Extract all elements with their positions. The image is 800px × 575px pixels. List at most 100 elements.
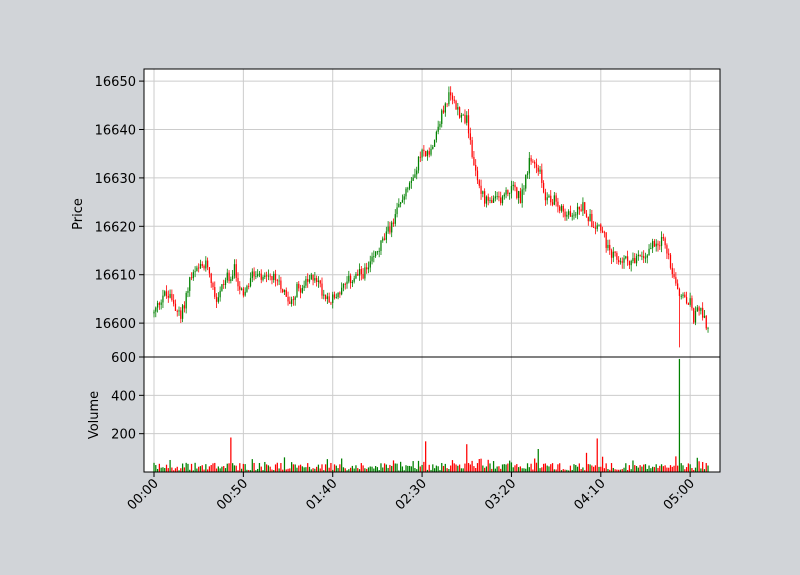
candle-body — [523, 188, 525, 190]
candle-body — [471, 140, 473, 157]
volume-bar — [523, 468, 525, 472]
candle-body — [165, 291, 168, 296]
volume-y-ticks: 200 400 600 — [111, 351, 144, 443]
volume-bar — [460, 468, 463, 472]
candle-body — [400, 202, 402, 204]
candle-body — [260, 273, 262, 280]
volume-bar — [553, 469, 555, 472]
candle-body — [578, 206, 580, 210]
volume-bar — [271, 469, 273, 472]
volume-bar — [484, 467, 486, 472]
volume-bar — [521, 468, 523, 472]
candle-body — [344, 283, 346, 285]
candle-body — [655, 243, 657, 247]
candle-body — [214, 287, 216, 297]
candle-body — [362, 274, 364, 279]
volume-bar — [625, 463, 627, 472]
candle-body — [398, 203, 400, 208]
price-y-tick-label: 16610 — [95, 269, 136, 284]
volume-bar — [505, 464, 507, 472]
candle-body — [478, 180, 480, 186]
candle-body — [221, 284, 223, 291]
candle-body — [632, 257, 634, 261]
candle-body — [682, 294, 684, 296]
volume-bar — [618, 469, 620, 472]
candle-body — [568, 211, 570, 215]
candle-body — [542, 182, 545, 193]
volume-bar — [190, 463, 193, 472]
candle-body — [525, 174, 527, 189]
candle-body — [689, 298, 691, 305]
volume-bar — [453, 463, 455, 472]
candle-body — [323, 294, 325, 296]
candle-body — [496, 196, 498, 197]
volume-bar — [458, 464, 461, 472]
candle-body — [480, 185, 482, 194]
volume-bar — [417, 460, 420, 472]
volume-bar — [548, 466, 550, 472]
candle-body — [669, 254, 672, 268]
candle-body — [596, 225, 598, 229]
volume-bar — [299, 464, 302, 472]
volume-bar — [278, 468, 280, 472]
volume-bar — [196, 468, 198, 472]
volume-bar — [189, 469, 191, 472]
volume-bar — [371, 466, 373, 472]
volume-bar — [669, 465, 672, 472]
candle-body — [534, 162, 536, 164]
candle-body — [612, 251, 614, 258]
volume-bar — [373, 468, 375, 472]
candle-body — [224, 280, 227, 285]
volume-bar — [541, 467, 543, 472]
volume-bar — [584, 470, 586, 472]
candle-body — [693, 308, 695, 323]
volume-bar — [192, 470, 194, 472]
volume-bar — [324, 464, 327, 472]
candle-body — [382, 238, 384, 241]
volume-bar — [630, 469, 632, 472]
candle-body — [609, 244, 611, 251]
volume-bar — [605, 463, 607, 472]
candle-body — [383, 238, 386, 240]
candle-body — [453, 99, 455, 101]
volume-bar — [469, 464, 471, 472]
volume-bar — [621, 469, 623, 472]
volume-bar — [378, 470, 380, 472]
volume-bar — [644, 464, 647, 472]
candle-body — [326, 296, 328, 300]
candle-body — [544, 192, 547, 201]
price-y-tick-label: 16630 — [95, 172, 136, 187]
candle-body — [653, 241, 656, 247]
volume-bar — [562, 469, 564, 472]
candle-body — [610, 250, 613, 258]
volume-bar — [500, 468, 502, 472]
volume-bar — [519, 466, 522, 472]
volume-bar — [639, 465, 641, 472]
volume-bar — [487, 459, 489, 472]
volume-bar — [321, 464, 323, 472]
candle-body — [394, 214, 396, 224]
candle-body — [303, 285, 305, 288]
volume-bar — [455, 464, 457, 472]
candle-body — [274, 273, 277, 281]
candle-body — [469, 133, 471, 141]
candle-body — [158, 302, 160, 305]
volume-bar — [480, 458, 482, 472]
volume-bar — [657, 467, 659, 472]
volume-bar — [289, 468, 291, 472]
volume-bar — [303, 467, 305, 472]
volume-bar — [364, 468, 366, 472]
volume-bar — [485, 466, 488, 472]
candle-body — [616, 253, 618, 260]
candle-body — [342, 283, 345, 288]
volume-bar — [623, 467, 625, 472]
volume-y-tick-label: 600 — [111, 351, 136, 366]
candle-body — [396, 207, 398, 215]
candle-body — [575, 214, 577, 216]
volume-bar — [296, 467, 298, 472]
candle-body — [408, 182, 411, 189]
volume-bar — [702, 462, 704, 472]
candle-body — [644, 257, 647, 259]
volume-bar — [680, 463, 682, 472]
candle-body — [521, 189, 523, 204]
